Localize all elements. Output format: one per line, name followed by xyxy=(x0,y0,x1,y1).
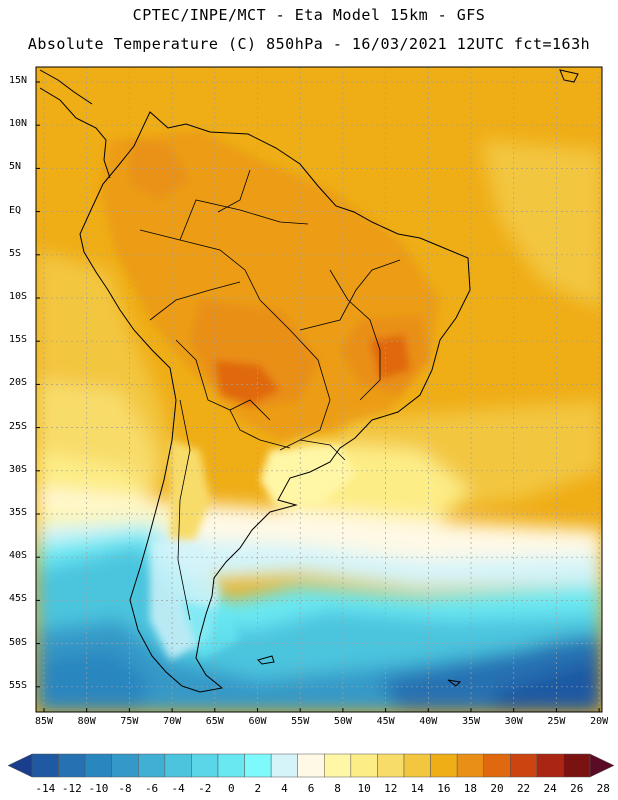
lat-label: 15N xyxy=(9,75,28,86)
colorbar-under-arrow xyxy=(7,753,33,778)
lon-label: 20W xyxy=(590,716,609,727)
lat-label: 40S xyxy=(9,550,28,562)
colorbar-tick-label: 2 xyxy=(254,782,262,795)
lat-label: EQ xyxy=(9,204,22,216)
lat-label: 55S xyxy=(9,679,28,691)
colorbar-tick-label: -6 xyxy=(144,782,159,795)
colorbar-tick-label: 0 xyxy=(227,782,235,795)
lat-label: 50S xyxy=(9,636,28,648)
colorbar-swatch xyxy=(138,753,166,778)
map-frame xyxy=(35,66,603,713)
colorbar-swatch xyxy=(58,753,86,778)
colorbar-swatch xyxy=(84,753,112,778)
temperature-field xyxy=(36,67,602,712)
lon-label: 25W xyxy=(547,716,566,727)
lon-label: 35W xyxy=(461,716,481,727)
lon-label: 80W xyxy=(77,716,96,727)
colorbar-tick-label: 8 xyxy=(334,782,341,795)
lat-label: 30S xyxy=(9,463,28,475)
colorbar-tick-label: 6 xyxy=(307,782,315,795)
colorbar-swatch xyxy=(217,753,245,778)
colorbar xyxy=(7,753,615,778)
colorbar-tick-label: 26 xyxy=(570,782,584,795)
lat-label: 20S xyxy=(9,377,28,389)
colorbar-tick-label: -10 xyxy=(88,782,109,795)
colorbar-tick-label: 24 xyxy=(543,782,557,795)
colorbar-tick-label: 20 xyxy=(490,782,504,795)
colorbar-swatch xyxy=(350,753,378,778)
colorbar-tick-label: -4 xyxy=(171,782,185,795)
graticule xyxy=(36,67,602,712)
lat-label: 15S xyxy=(9,334,28,346)
lon-label: 50W xyxy=(333,716,352,727)
axis-ticks xyxy=(36,81,600,712)
colorbar-swatch xyxy=(456,753,484,778)
lat-label: 25S xyxy=(9,420,28,432)
colorbar-swatch xyxy=(244,753,272,778)
colorbar-swatch xyxy=(430,753,458,778)
colorbar-swatch xyxy=(111,753,139,778)
lon-label: 40W xyxy=(419,716,438,727)
colorbar-tick-label: -2 xyxy=(198,782,212,795)
colorbar-tick-label: 4 xyxy=(281,782,288,795)
lat-label: 10S xyxy=(9,291,28,302)
colorbar-swatch xyxy=(563,753,591,778)
colorbar-swatch xyxy=(536,753,564,778)
colorbar-swatch xyxy=(510,753,538,778)
colorbar-swatch xyxy=(164,753,192,778)
lat-label: 35S xyxy=(9,507,28,518)
lat-label: 5N xyxy=(9,161,22,173)
colorbar-swatch xyxy=(483,753,511,778)
colorbar-tick-label: 14 xyxy=(410,782,424,795)
lon-label: 60W xyxy=(248,716,267,727)
lat-label: 5S xyxy=(9,247,22,259)
lon-label: 45W xyxy=(376,716,395,727)
lon-label: 75W xyxy=(120,716,139,727)
colorbar-swatch xyxy=(31,753,59,778)
colorbar-tick-label: 10 xyxy=(357,782,371,795)
lon-label: 30W xyxy=(504,716,523,727)
lon-label: 65W xyxy=(205,716,224,727)
colorbar-tick-label: 12 xyxy=(384,782,398,795)
colorbar-swatch xyxy=(324,753,352,778)
lon-label: 70W xyxy=(163,716,182,727)
lat-label: 10N xyxy=(9,118,28,130)
lat-label: 45S xyxy=(9,593,28,605)
colorbar-tick-label: 18 xyxy=(463,782,478,795)
colorbar-over-arrow xyxy=(589,753,615,778)
colorbar-tick-label: 28 xyxy=(596,782,610,795)
colorbar-swatch xyxy=(403,753,431,778)
colorbar-swatch xyxy=(377,753,405,778)
colorbar-tick-label: 16 xyxy=(437,782,451,795)
colorbar-tick-label: -14 xyxy=(35,782,56,795)
colorbar-swatch xyxy=(297,753,325,778)
colorbar-tick-label: 22 xyxy=(516,782,531,795)
chart-title-line2: Absolute Temperature (C) 850hPa - 16/03/… xyxy=(27,35,591,53)
colorbar-tick-label: -8 xyxy=(118,782,132,795)
colorbar-swatch xyxy=(191,753,219,778)
coastline xyxy=(39,69,579,693)
lon-label: 55W xyxy=(291,716,310,727)
chart-title-line1: CPTEC/INPE/MCT - Eta Model 15km - GFS xyxy=(132,6,486,24)
colorbar-swatch xyxy=(270,753,298,778)
country-borders xyxy=(139,169,401,621)
colorbar-tick-label: -12 xyxy=(61,782,82,795)
lon-label: 85W xyxy=(34,716,54,727)
